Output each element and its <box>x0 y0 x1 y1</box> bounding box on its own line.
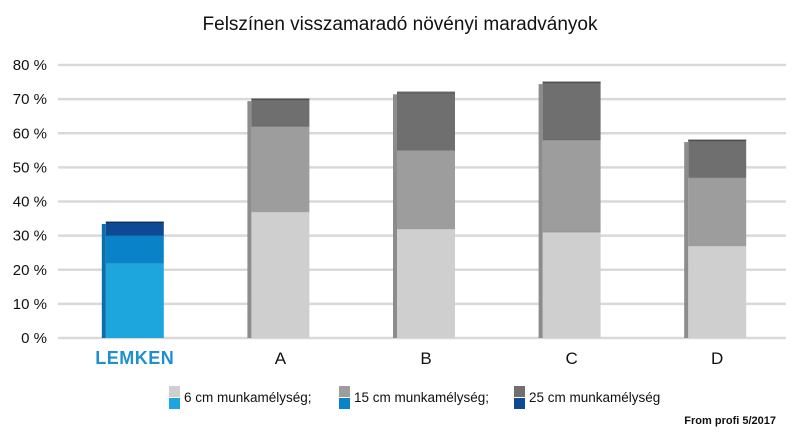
bar-segment <box>251 99 310 127</box>
bars <box>101 81 747 338</box>
bar-segment <box>542 140 601 233</box>
bar-segment <box>397 150 455 229</box>
x-tick-label: D <box>711 349 723 368</box>
legend-label: 25 cm munkamélység <box>529 390 660 405</box>
source-note: From profi 5/2017 <box>684 415 776 427</box>
legend-swatch <box>514 386 525 397</box>
bar-segment <box>251 211 310 338</box>
chart-title: Felszínen visszamaradó növényi maradvány… <box>203 14 598 35</box>
x-tick-label: LEMKEN <box>95 348 174 368</box>
bar-segment <box>688 177 747 246</box>
x-tick-label: A <box>275 349 287 368</box>
y-tick-label: 70 % <box>13 91 47 108</box>
y-tick-label: 30 % <box>13 228 47 245</box>
bar-side-edge <box>393 94 397 338</box>
legend-swatch <box>339 386 350 397</box>
bar-segment <box>688 245 747 338</box>
bar-segment <box>251 126 310 212</box>
bar-segment <box>542 232 601 338</box>
x-tick-label: B <box>420 349 431 368</box>
legend-swatch <box>339 398 350 409</box>
bar-side-edge <box>538 84 543 338</box>
y-tick-label: 40 % <box>13 194 47 211</box>
bar-side-edge <box>247 101 252 338</box>
legend-label: 6 cm munkamélység; <box>184 390 312 405</box>
bar-side-edge <box>684 142 689 338</box>
y-tick-label: 50 % <box>13 159 47 176</box>
bar-side-edge <box>101 223 106 338</box>
bar-segment <box>105 221 164 236</box>
bar-segment <box>397 228 455 338</box>
y-axis-ticks: 0 % 10 % 20 % 30 % 40 % 50 % 60 % 70 % 80 % <box>13 57 47 347</box>
bar-segment <box>105 235 164 263</box>
bar-segment <box>542 82 601 141</box>
y-tick-label: 20 % <box>13 262 47 279</box>
legend-swatch <box>514 398 525 409</box>
y-tick-label: 80 % <box>13 57 47 74</box>
y-tick-label: 0 % <box>21 330 47 347</box>
x-axis-ticks: LEMKEN A B C D <box>95 348 723 368</box>
bar-segment <box>105 262 164 338</box>
bar-segment <box>397 92 455 151</box>
y-tick-label: 10 % <box>13 296 47 313</box>
x-tick-label: C <box>565 349 577 368</box>
bar-segment <box>688 140 747 178</box>
legend-label: 15 cm munkamélység; <box>354 390 489 405</box>
y-tick-label: 60 % <box>13 125 47 142</box>
legend-swatch <box>169 386 180 397</box>
legend-swatch <box>169 398 180 409</box>
legend: 6 cm munkamélység; 15 cm munkamélység; 25 … <box>169 386 660 409</box>
